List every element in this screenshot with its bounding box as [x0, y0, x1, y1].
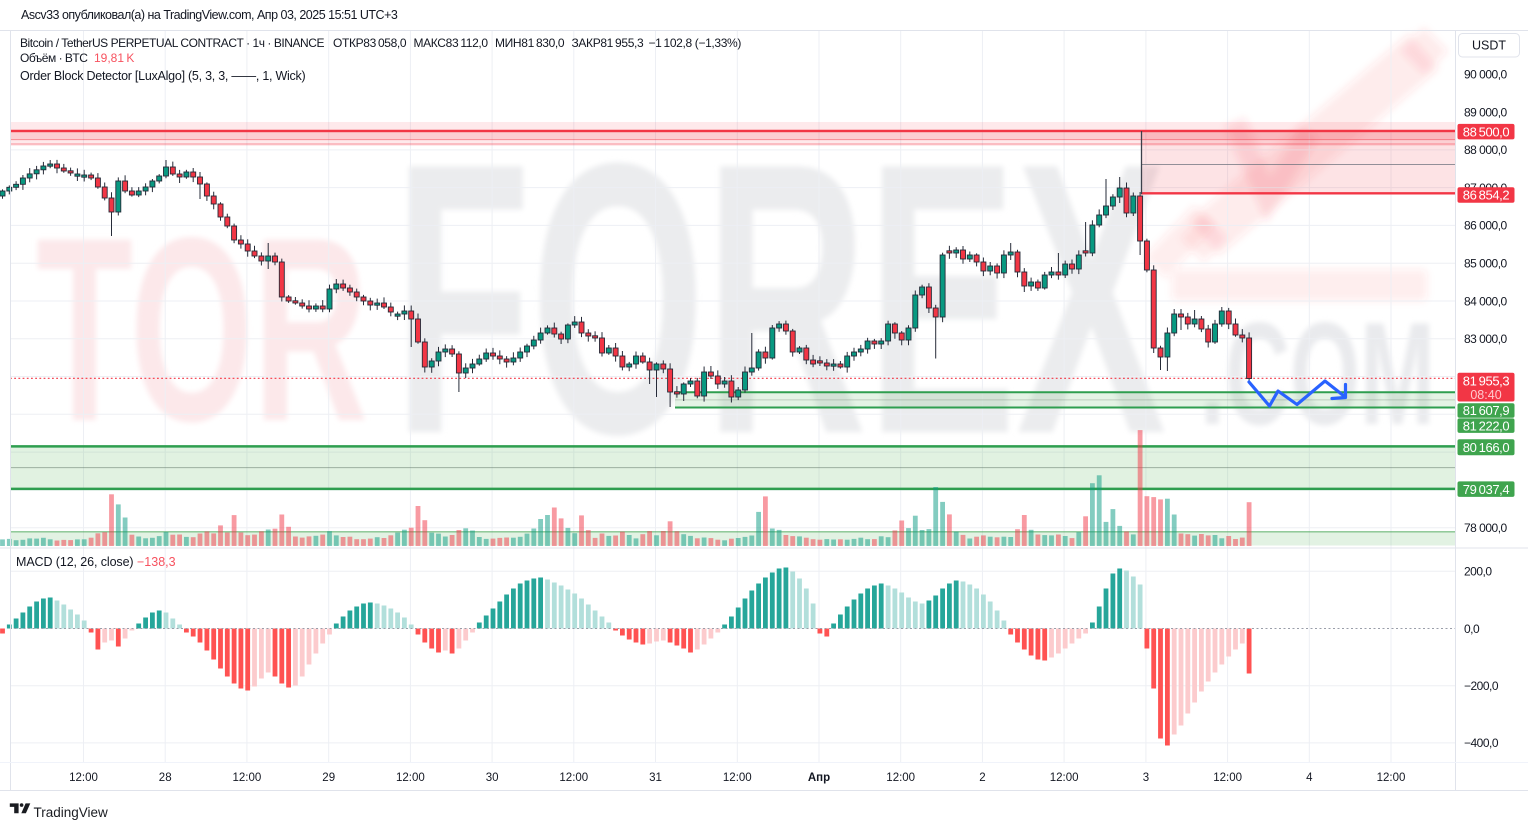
- svg-text:FOREX: FOREX: [394, 83, 1167, 514]
- svg-text:84 000,0: 84 000,0: [1464, 294, 1508, 308]
- svg-text:TradingView: TradingView: [34, 805, 109, 820]
- svg-text:3: 3: [1143, 772, 1149, 784]
- svg-text:−200,0: −200,0: [1464, 679, 1499, 693]
- svg-text:79 037,4: 79 037,4: [1463, 482, 1510, 497]
- svg-text:31: 31: [649, 772, 662, 784]
- svg-text:90 000,0: 90 000,0: [1464, 68, 1508, 82]
- svg-text:TOR: TOR: [36, 183, 368, 476]
- svg-text:200,0: 200,0: [1464, 565, 1492, 579]
- svg-text:85 000,0: 85 000,0: [1464, 257, 1508, 271]
- svg-text:12:00: 12:00: [1213, 772, 1242, 784]
- svg-text:USDT: USDT: [1472, 39, 1506, 53]
- svg-text:0,0: 0,0: [1464, 622, 1480, 636]
- svg-text:−400,0: −400,0: [1464, 736, 1499, 750]
- svg-text:88 500,0: 88 500,0: [1463, 124, 1510, 139]
- svg-text:12:00: 12:00: [1050, 772, 1079, 784]
- svg-text:81 222,0: 81 222,0: [1463, 418, 1510, 433]
- svg-text:28: 28: [159, 772, 172, 784]
- svg-text:30: 30: [486, 772, 499, 784]
- svg-text:4: 4: [1306, 772, 1313, 784]
- svg-text:Апр: Апр: [808, 772, 830, 784]
- svg-text:12:00: 12:00: [1377, 772, 1406, 784]
- svg-text:80 166,0: 80 166,0: [1463, 440, 1510, 455]
- svg-text:12:00: 12:00: [559, 772, 588, 784]
- svg-text:2: 2: [979, 772, 985, 784]
- svg-text:86 854,2: 86 854,2: [1463, 188, 1510, 203]
- svg-text:81 607,9: 81 607,9: [1463, 403, 1510, 418]
- svg-text:83 000,0: 83 000,0: [1464, 332, 1508, 346]
- svg-text:12:00: 12:00: [69, 772, 98, 784]
- svg-text:81 955,3: 81 955,3: [1463, 374, 1510, 389]
- svg-text:88 000,0: 88 000,0: [1464, 143, 1508, 157]
- svg-text:29: 29: [322, 772, 335, 784]
- svg-text:12:00: 12:00: [396, 772, 425, 784]
- svg-text:12:00: 12:00: [886, 772, 915, 784]
- svg-text:12:00: 12:00: [233, 772, 262, 784]
- svg-text:12:00: 12:00: [723, 772, 752, 784]
- svg-text:86 000,0: 86 000,0: [1464, 219, 1508, 233]
- svg-text:89 000,0: 89 000,0: [1464, 105, 1508, 119]
- svg-text:08:40: 08:40: [1470, 388, 1501, 402]
- svg-text:78 000,0: 78 000,0: [1464, 521, 1508, 535]
- svg-text:.COM: .COM: [1200, 292, 1435, 455]
